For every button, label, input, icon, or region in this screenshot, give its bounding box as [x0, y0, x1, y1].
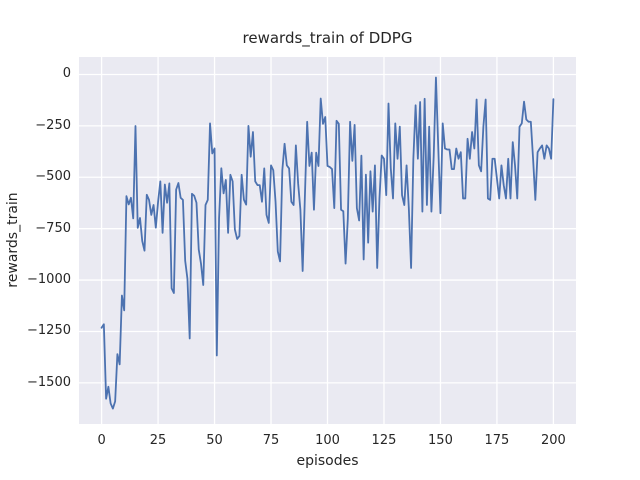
y-tick-label: −1500 — [27, 374, 71, 390]
x-tick-label: 150 — [428, 433, 453, 448]
y-tick-label: −500 — [35, 169, 71, 185]
x-tick-label: 50 — [206, 433, 223, 448]
x-tick-label: 175 — [484, 433, 510, 448]
x-axis-label: episodes — [296, 453, 359, 469]
x-tick-label: 125 — [371, 433, 397, 448]
y-tick-label: −250 — [35, 117, 71, 133]
y-tick-label: 0 — [62, 66, 71, 82]
x-tick-label: 200 — [540, 433, 566, 448]
gridlines — [79, 57, 576, 424]
y-tick-label: −1000 — [27, 272, 71, 288]
x-tick-label: 0 — [97, 433, 106, 448]
x-tick-label: 75 — [262, 433, 280, 448]
y-tick-label: −1250 — [27, 323, 71, 339]
chart-title: rewards_train of DDPG — [242, 29, 413, 47]
line-plot-svg — [79, 57, 576, 424]
plot-area — [79, 57, 576, 424]
x-tick-label: 25 — [149, 433, 167, 448]
rewards-line — [100, 76, 555, 410]
x-tick-label: 100 — [315, 433, 340, 448]
y-tick-label: −750 — [35, 220, 71, 236]
